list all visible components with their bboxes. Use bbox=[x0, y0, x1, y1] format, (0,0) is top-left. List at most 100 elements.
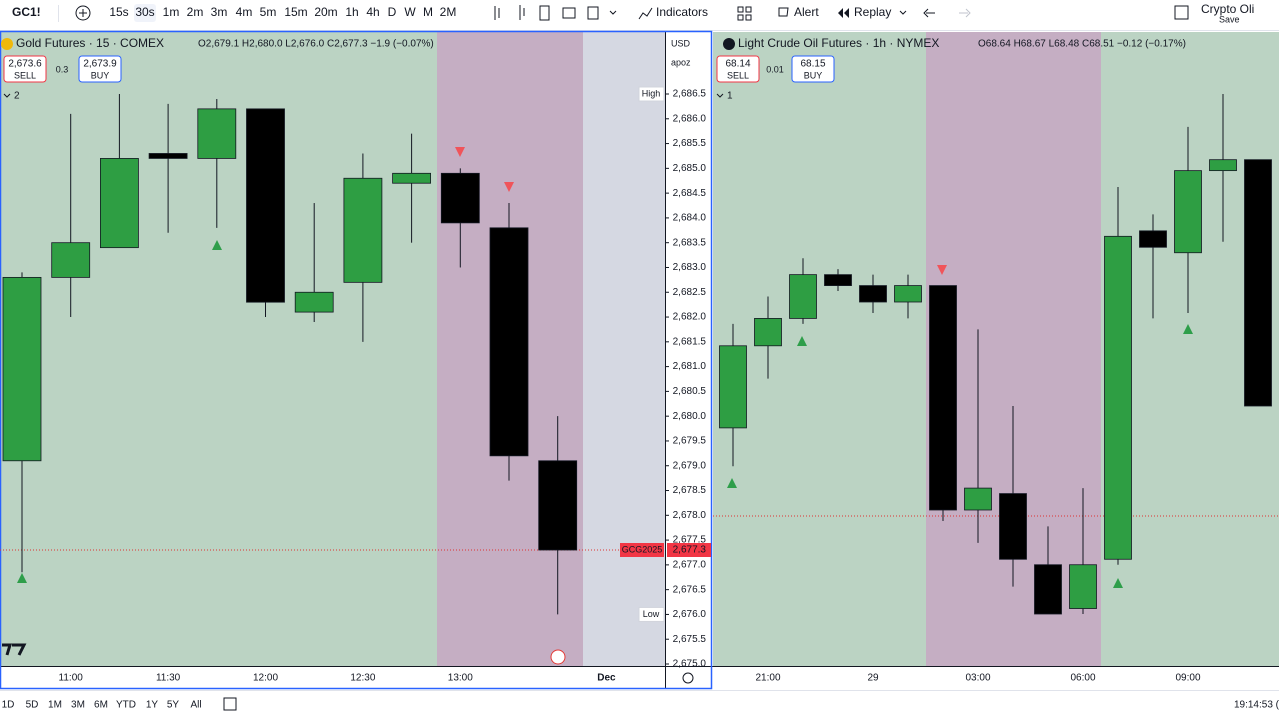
buy-button[interactable] bbox=[791, 55, 835, 83]
candle-body bbox=[100, 158, 139, 249]
x-tick-label: 11:30 bbox=[156, 673, 181, 684]
x-tick-label: 03:00 bbox=[965, 673, 990, 684]
interval-button[interactable]: D bbox=[388, 5, 397, 19]
candle-body bbox=[246, 108, 285, 303]
interval-button[interactable]: 2m bbox=[187, 5, 204, 19]
layout-icon[interactable] bbox=[1174, 5, 1189, 20]
y-tick-label: 2,685.0 bbox=[673, 163, 707, 174]
last-symbol: GCG2025 bbox=[622, 544, 663, 554]
interval-button[interactable]: 4m bbox=[236, 5, 253, 19]
collapse-arrow[interactable] bbox=[716, 93, 724, 98]
x-tick-label: 12:00 bbox=[253, 673, 278, 684]
undo-button[interactable] bbox=[899, 8, 935, 18]
buy-button[interactable] bbox=[78, 55, 122, 83]
y-tick-label: 2,683.5 bbox=[673, 237, 707, 248]
redo-button[interactable] bbox=[959, 8, 971, 18]
interval-button[interactable]: 15s bbox=[109, 5, 128, 19]
candle-body bbox=[2, 276, 42, 462]
y-tick-label: 2,676.0 bbox=[673, 609, 707, 620]
interval-button[interactable]: 1m bbox=[163, 5, 180, 19]
account-name[interactable]: Crypto Oli bbox=[1201, 2, 1254, 16]
interval-button[interactable]: 20m bbox=[314, 5, 337, 19]
range-button[interactable]: 5Y bbox=[167, 700, 180, 711]
y-tick-label: 2,684.0 bbox=[673, 213, 707, 224]
sell-price: 68.14 bbox=[725, 59, 750, 70]
chart-type-icons[interactable] bbox=[494, 5, 617, 21]
candle-body bbox=[1069, 564, 1097, 609]
buy-price: 68.15 bbox=[800, 59, 825, 70]
symbol-icon bbox=[1, 38, 13, 50]
candle-body bbox=[824, 274, 852, 286]
buy-price: 2,673.9 bbox=[83, 59, 117, 70]
x-tick-label: 21:00 bbox=[755, 673, 780, 684]
candle-body bbox=[294, 291, 334, 313]
range-button[interactable]: YTD bbox=[116, 700, 136, 711]
last-symbol-badge bbox=[620, 543, 664, 557]
axis-settings-button[interactable] bbox=[682, 672, 694, 684]
x-tick-label: 11:00 bbox=[59, 673, 84, 684]
future-bg bbox=[583, 32, 665, 666]
interval-button[interactable]: W bbox=[404, 5, 416, 19]
replay-button[interactable]: Replay bbox=[854, 5, 891, 19]
save-label[interactable]: Save bbox=[1219, 14, 1240, 24]
alert-button[interactable]: Alert bbox=[794, 5, 819, 19]
range-button[interactable]: 6M bbox=[94, 700, 108, 711]
candle-body bbox=[929, 285, 957, 511]
range-button[interactable]: 3M bbox=[71, 700, 85, 711]
y-tick-label: 2,681.5 bbox=[673, 336, 707, 347]
plus-icon bbox=[79, 9, 87, 17]
candle-body bbox=[1244, 159, 1272, 407]
range-button[interactable]: 1D bbox=[2, 700, 15, 711]
symbol[interactable]: GC1! bbox=[12, 5, 41, 19]
y-tick-label: 2,685.5 bbox=[673, 138, 707, 149]
pane-title: Light Crude Oil Futures · 1h · NYMEX bbox=[738, 36, 939, 50]
candle-body bbox=[1174, 170, 1202, 254]
interval-button[interactable]: 1h bbox=[345, 5, 358, 19]
y-tick-label: 2,677.0 bbox=[673, 560, 707, 571]
symbol-icon bbox=[723, 38, 735, 50]
candle-body bbox=[51, 242, 91, 278]
candle-body bbox=[440, 172, 480, 224]
range-button[interactable]: 1M bbox=[48, 700, 62, 711]
sell-button[interactable] bbox=[716, 55, 760, 83]
candle-body bbox=[754, 318, 782, 347]
alert-icon bbox=[778, 7, 789, 17]
layouts-button[interactable] bbox=[737, 6, 752, 21]
collapse-arrow[interactable] bbox=[3, 93, 11, 98]
interval-button[interactable]: M bbox=[423, 5, 433, 19]
candle-body bbox=[894, 285, 922, 303]
candle-body bbox=[148, 153, 188, 159]
range-button[interactable]: 5D bbox=[26, 700, 39, 711]
interval-button[interactable]: 4h bbox=[366, 5, 379, 19]
active-pane-border bbox=[0, 30, 713, 690]
interval-button[interactable]: 30s bbox=[135, 5, 154, 19]
indicator-count[interactable]: 1 bbox=[727, 91, 733, 102]
currency-select[interactable]: USD bbox=[671, 38, 691, 48]
y-tick-label: 2,682.0 bbox=[673, 312, 707, 323]
last-price-badge bbox=[667, 543, 711, 557]
sell-button[interactable] bbox=[3, 55, 47, 83]
range-button[interactable]: 1Y bbox=[146, 700, 159, 711]
scale-mode[interactable]: apoz bbox=[671, 57, 691, 67]
interval-button[interactable]: 3m bbox=[211, 5, 228, 19]
interval-button[interactable]: 15m bbox=[284, 5, 307, 19]
session-bg bbox=[713, 32, 926, 666]
event-icon[interactable] bbox=[550, 649, 566, 665]
price-badge-label: Low bbox=[643, 609, 660, 619]
add-symbol-button[interactable] bbox=[75, 5, 91, 21]
date-range-button[interactable] bbox=[223, 697, 237, 711]
y-tick-label: 2,677.5 bbox=[673, 535, 707, 546]
indicators-button[interactable]: Indicators bbox=[656, 5, 708, 19]
range-button[interactable]: All bbox=[190, 700, 201, 711]
price-badge bbox=[638, 606, 665, 622]
x-tick-label: 06:00 bbox=[1070, 673, 1095, 684]
sell-price: 2,673.6 bbox=[8, 59, 42, 70]
indicator-count[interactable]: 2 bbox=[14, 91, 20, 102]
candle-body bbox=[964, 487, 992, 511]
interval-button[interactable]: 2M bbox=[440, 5, 457, 19]
price-badge-label: High bbox=[642, 88, 661, 98]
y-tick-label: 2,681.0 bbox=[673, 361, 707, 372]
interval-button[interactable]: 5m bbox=[260, 5, 277, 19]
